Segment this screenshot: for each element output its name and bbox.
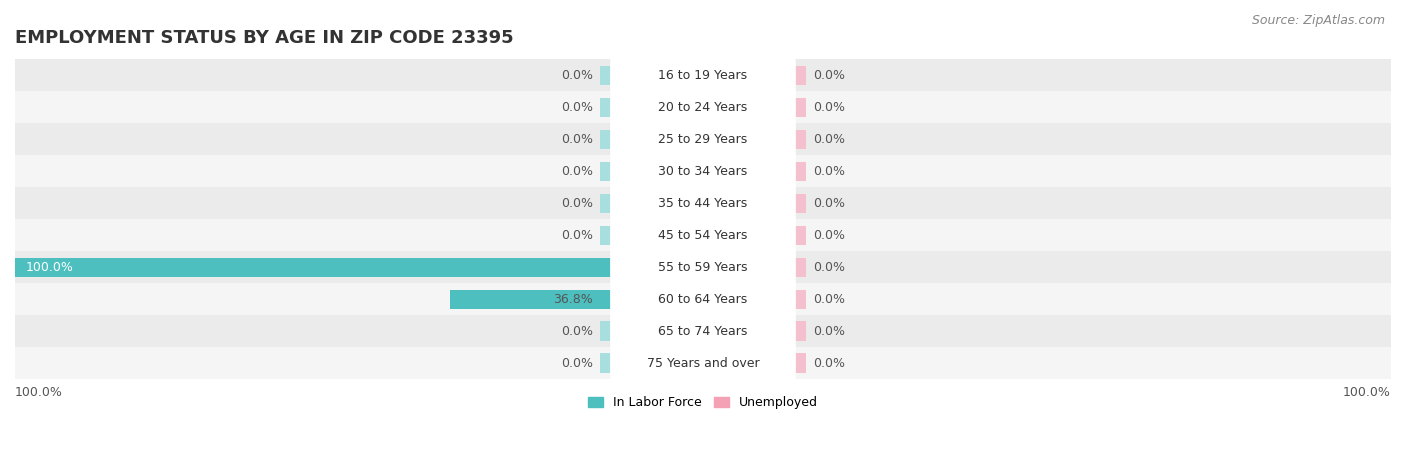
Bar: [703, 290, 806, 308]
Text: 16 to 19 Years: 16 to 19 Years: [658, 69, 748, 82]
Text: 0.0%: 0.0%: [813, 133, 845, 146]
Bar: [600, 290, 703, 308]
FancyBboxPatch shape: [610, 178, 796, 228]
Text: 0.0%: 0.0%: [561, 229, 593, 242]
Bar: [15, 251, 1391, 283]
Bar: [600, 97, 703, 117]
Bar: [703, 322, 806, 341]
Text: 20 to 24 Years: 20 to 24 Years: [658, 101, 748, 114]
Text: 0.0%: 0.0%: [561, 69, 593, 82]
FancyBboxPatch shape: [610, 210, 796, 260]
Bar: [600, 258, 703, 277]
Text: 35 to 44 Years: 35 to 44 Years: [658, 197, 748, 210]
Bar: [600, 226, 703, 245]
Text: 0.0%: 0.0%: [561, 165, 593, 178]
Text: 100.0%: 100.0%: [15, 386, 63, 399]
Text: 0.0%: 0.0%: [813, 69, 845, 82]
FancyBboxPatch shape: [610, 242, 796, 292]
Text: 0.0%: 0.0%: [813, 357, 845, 369]
Text: 30 to 34 Years: 30 to 34 Years: [658, 165, 748, 178]
FancyBboxPatch shape: [610, 338, 796, 388]
Bar: [600, 354, 703, 373]
FancyBboxPatch shape: [610, 146, 796, 196]
Text: 60 to 64 Years: 60 to 64 Years: [658, 293, 748, 306]
Text: 45 to 54 Years: 45 to 54 Years: [658, 229, 748, 242]
Text: 0.0%: 0.0%: [813, 293, 845, 306]
Text: 0.0%: 0.0%: [561, 133, 593, 146]
Text: 0.0%: 0.0%: [813, 229, 845, 242]
Bar: [703, 65, 806, 85]
FancyBboxPatch shape: [610, 50, 796, 100]
Bar: [600, 322, 703, 341]
FancyBboxPatch shape: [610, 114, 796, 164]
Text: Source: ZipAtlas.com: Source: ZipAtlas.com: [1251, 14, 1385, 27]
FancyBboxPatch shape: [610, 82, 796, 132]
Text: 0.0%: 0.0%: [813, 197, 845, 210]
Bar: [703, 129, 806, 149]
Bar: [15, 347, 1391, 379]
Text: 0.0%: 0.0%: [813, 325, 845, 338]
Bar: [703, 354, 806, 373]
Bar: [15, 123, 1391, 155]
Bar: [15, 258, 703, 277]
Legend: In Labor Force, Unemployed: In Labor Force, Unemployed: [583, 391, 823, 414]
Text: EMPLOYMENT STATUS BY AGE IN ZIP CODE 23395: EMPLOYMENT STATUS BY AGE IN ZIP CODE 233…: [15, 28, 513, 46]
Bar: [600, 193, 703, 213]
Bar: [15, 59, 1391, 91]
Bar: [703, 161, 806, 181]
Bar: [600, 129, 703, 149]
Text: 25 to 29 Years: 25 to 29 Years: [658, 133, 748, 146]
Text: 65 to 74 Years: 65 to 74 Years: [658, 325, 748, 338]
FancyBboxPatch shape: [610, 306, 796, 356]
Bar: [600, 161, 703, 181]
Bar: [703, 258, 806, 277]
Bar: [450, 290, 703, 308]
Text: 100.0%: 100.0%: [1343, 386, 1391, 399]
Text: 0.0%: 0.0%: [561, 101, 593, 114]
Text: 75 Years and over: 75 Years and over: [647, 357, 759, 369]
Bar: [703, 226, 806, 245]
FancyBboxPatch shape: [610, 274, 796, 324]
Bar: [15, 91, 1391, 123]
Bar: [15, 283, 1391, 315]
Bar: [15, 155, 1391, 187]
Text: 0.0%: 0.0%: [561, 197, 593, 210]
Text: 36.8%: 36.8%: [553, 293, 593, 306]
Text: 0.0%: 0.0%: [813, 101, 845, 114]
Text: 55 to 59 Years: 55 to 59 Years: [658, 261, 748, 274]
Bar: [15, 315, 1391, 347]
Text: 100.0%: 100.0%: [25, 261, 73, 274]
Text: 0.0%: 0.0%: [561, 357, 593, 369]
Bar: [15, 219, 1391, 251]
Bar: [703, 193, 806, 213]
Bar: [15, 187, 1391, 219]
Text: 0.0%: 0.0%: [561, 325, 593, 338]
Text: 0.0%: 0.0%: [813, 165, 845, 178]
Bar: [600, 65, 703, 85]
Bar: [703, 97, 806, 117]
Text: 0.0%: 0.0%: [813, 261, 845, 274]
